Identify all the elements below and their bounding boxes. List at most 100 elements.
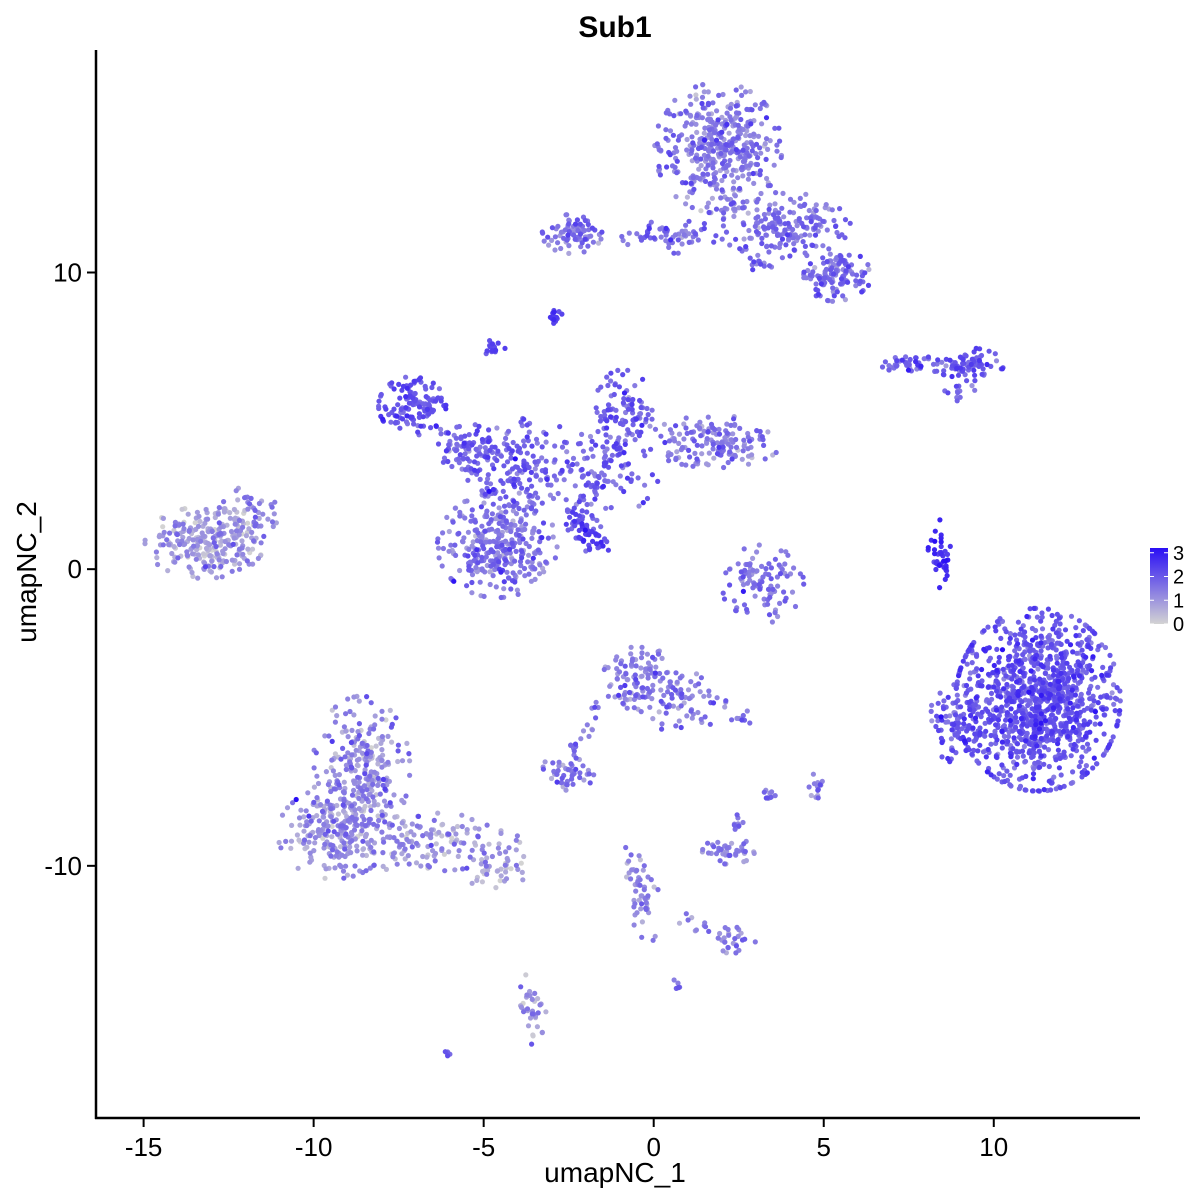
data-point [1051,737,1057,744]
data-point [584,501,590,508]
data-point [521,1009,527,1015]
data-point [464,583,470,589]
data-point [812,265,818,271]
data-point [1026,648,1033,654]
data-point [535,547,542,553]
data-point [702,137,708,143]
data-point [983,728,989,735]
data-point [420,414,426,420]
data-point [527,492,533,498]
data-point [670,132,677,138]
data-point [529,483,535,489]
data-point [857,253,863,259]
data-point [332,704,339,710]
data-point [486,841,492,847]
data-point [1045,665,1051,671]
data-point [295,865,301,871]
data-point [688,679,694,685]
data-point [934,713,940,719]
data-point [691,438,697,444]
data-point [526,477,533,483]
data-point [389,721,395,728]
data-point [379,829,385,835]
data-point [304,819,310,825]
data-point [236,561,243,567]
data-point [462,467,469,473]
data-point [991,662,997,669]
data-point [288,838,295,844]
data-point [655,887,661,893]
data-point [633,888,639,894]
data-point [1079,754,1085,760]
data-point [590,538,596,545]
data-point [1008,753,1014,760]
data-point [317,802,324,808]
data-point [490,486,496,493]
data-point [999,739,1006,745]
data-point [479,879,485,885]
data-point [658,234,664,240]
data-point [711,455,717,461]
data-point [221,499,227,505]
data-point [822,275,828,281]
data-point [395,758,401,765]
data-point [792,603,799,610]
data-point [743,244,749,250]
data-point [515,448,521,454]
data-point [363,868,369,874]
data-point [638,655,645,661]
data-point [957,667,963,673]
data-point [976,760,982,766]
data-point [752,223,758,229]
data-point [543,1009,549,1015]
data-point [688,429,694,435]
data-point [585,471,591,477]
data-point [659,721,665,727]
data-point [758,218,764,224]
data-point [746,153,752,159]
data-point [251,538,257,544]
data-point [764,175,770,182]
data-point [529,1041,535,1047]
data-point [497,495,503,502]
data-point [1069,687,1075,693]
data-point [597,418,604,424]
data-point [462,451,468,457]
data-point [363,762,369,768]
data-point [626,689,633,696]
data-point [693,92,699,98]
data-point [945,755,951,762]
data-point [393,419,399,425]
data-point [1056,765,1062,771]
data-point [700,171,706,177]
data-point [939,359,945,365]
data-point [727,582,733,588]
data-point [488,547,494,553]
data-point [380,416,386,422]
data-point [598,236,604,242]
data-point [322,841,328,847]
data-point [1075,641,1081,647]
data-point [547,492,554,498]
data-point [777,571,784,577]
data-point [529,1011,535,1017]
data-point [737,154,743,160]
data-point [1092,709,1098,715]
data-point [642,482,648,488]
data-point [586,532,592,538]
data-point [679,691,685,697]
data-point [482,859,488,865]
data-point [501,463,507,469]
data-point [415,813,422,820]
data-point [918,363,924,369]
data-point [941,698,947,704]
data-point [446,831,452,837]
data-point [831,293,837,299]
data-point [344,872,350,878]
data-point [702,714,708,720]
data-point [494,425,500,431]
data-point [740,205,746,211]
data-point [815,228,821,234]
data-point [453,831,459,837]
data-point [1108,665,1114,671]
